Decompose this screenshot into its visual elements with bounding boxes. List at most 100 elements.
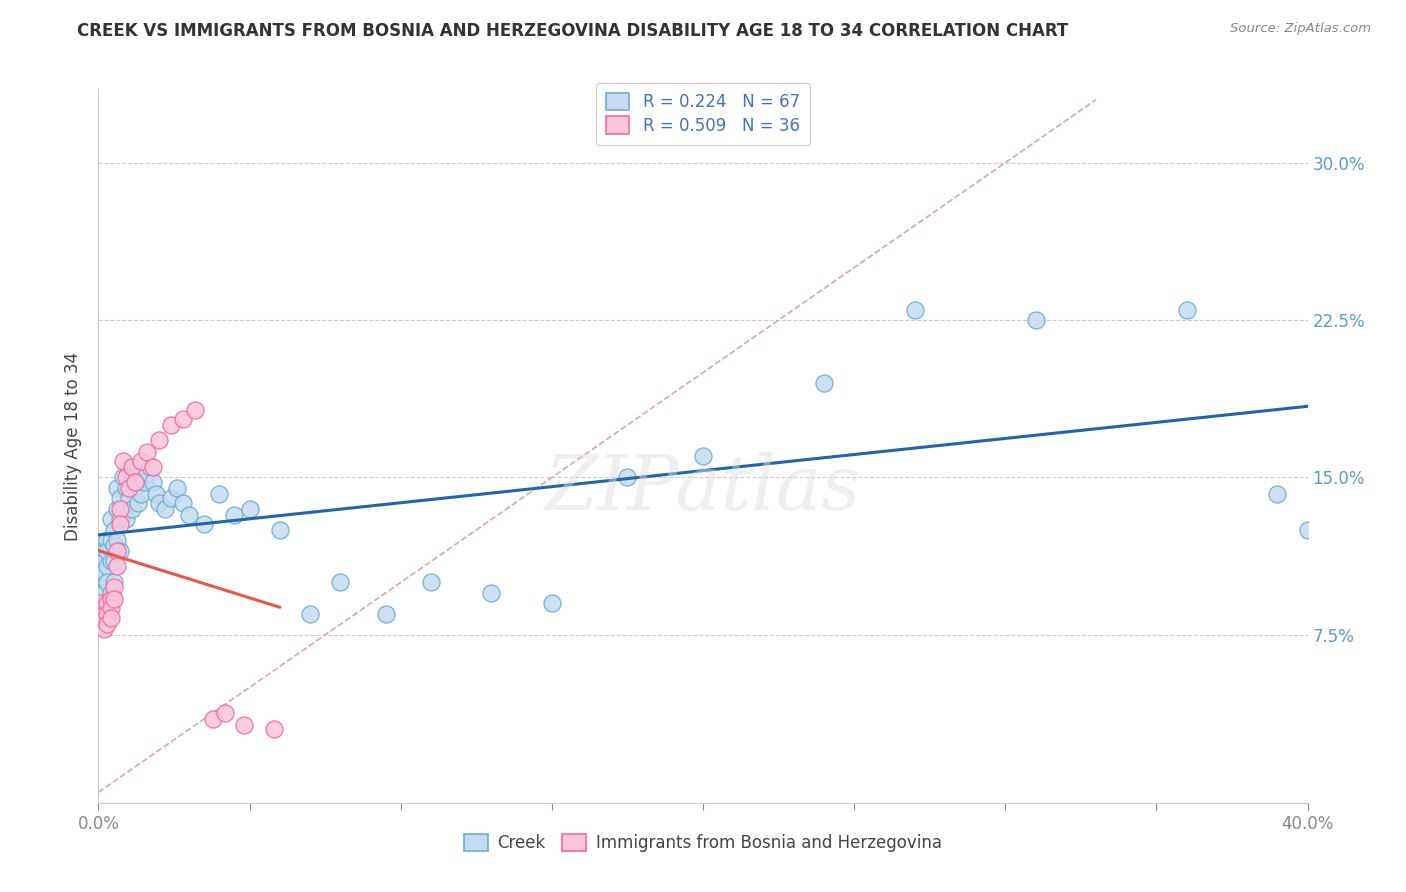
Point — [202, 712, 225, 726]
Point — [172, 496, 194, 510]
Point — [224, 508, 246, 523]
Text: CREEK VS IMMIGRANTS FROM BOSNIA AND HERZEGOVINA DISABILITY AGE 18 TO 34 CORRELAT: CREEK VS IMMIGRANTS FROM BOSNIA AND HERZ… — [77, 22, 1069, 40]
Point — [1175, 302, 1198, 317]
Point — [127, 496, 149, 510]
Point — [90, 596, 112, 610]
Point — [481, 586, 503, 600]
Legend: Creek, Immigrants from Bosnia and Herzegovina: Creek, Immigrants from Bosnia and Herzeg… — [457, 827, 949, 859]
Point — [232, 718, 254, 732]
Point — [96, 617, 118, 632]
Point — [93, 586, 115, 600]
Point — [96, 596, 118, 610]
Point — [90, 607, 112, 621]
Point — [160, 491, 183, 506]
Point — [114, 512, 136, 526]
Point — [108, 512, 131, 526]
Text: Source: ZipAtlas.com: Source: ZipAtlas.com — [1230, 22, 1371, 36]
Point — [132, 475, 155, 489]
Point — [142, 475, 165, 489]
Point — [100, 600, 122, 615]
Point — [90, 544, 112, 558]
Point — [239, 502, 262, 516]
Point — [93, 554, 115, 568]
Point — [1296, 523, 1319, 537]
Point — [93, 600, 115, 615]
Point — [90, 565, 112, 579]
Point — [135, 467, 157, 481]
Point — [124, 475, 146, 489]
Point — [135, 445, 157, 459]
Point — [103, 575, 125, 590]
Point — [1024, 313, 1046, 327]
Point — [93, 544, 115, 558]
Point — [153, 502, 176, 516]
Point — [108, 544, 131, 558]
Y-axis label: Disability Age 18 to 34: Disability Age 18 to 34 — [65, 351, 83, 541]
Point — [93, 613, 115, 627]
Point — [114, 470, 136, 484]
Point — [172, 411, 194, 425]
Point — [100, 554, 122, 568]
Point — [103, 538, 125, 552]
Point — [96, 544, 118, 558]
Point — [100, 512, 122, 526]
Point — [1267, 487, 1289, 501]
Point — [90, 600, 112, 615]
Point — [96, 533, 118, 548]
Point — [96, 607, 118, 621]
Point — [103, 592, 125, 607]
Point — [148, 433, 170, 447]
Point — [299, 607, 322, 621]
Point — [96, 596, 118, 610]
Point — [121, 502, 143, 516]
Point — [166, 481, 188, 495]
Point — [105, 481, 128, 495]
Point — [108, 516, 131, 531]
Point — [263, 723, 285, 737]
Point — [100, 586, 122, 600]
Point — [114, 481, 136, 495]
Point — [96, 558, 118, 573]
Point — [105, 533, 128, 548]
Point — [121, 470, 143, 484]
Point — [105, 502, 128, 516]
Text: ZIPatlas: ZIPatlas — [544, 452, 862, 525]
Point — [214, 706, 236, 720]
Point — [105, 544, 128, 558]
Point — [193, 516, 215, 531]
Point — [111, 470, 134, 484]
Point — [118, 491, 141, 506]
Point — [103, 523, 125, 537]
Point — [93, 607, 115, 621]
Point — [148, 496, 170, 510]
Point — [269, 523, 291, 537]
Point — [129, 487, 152, 501]
Point — [329, 575, 352, 590]
Point — [420, 575, 443, 590]
Point — [184, 403, 207, 417]
Point — [540, 596, 562, 610]
Point — [111, 453, 134, 467]
Point — [105, 558, 128, 573]
Point — [124, 481, 146, 495]
Point — [142, 460, 165, 475]
Point — [118, 481, 141, 495]
Point — [108, 491, 131, 506]
Point — [813, 376, 835, 390]
Point — [121, 460, 143, 475]
Point — [100, 533, 122, 548]
Point — [692, 450, 714, 464]
Point — [374, 607, 396, 621]
Point — [179, 508, 201, 523]
Point — [93, 622, 115, 636]
Point — [100, 592, 122, 607]
Point — [90, 586, 112, 600]
Point — [160, 417, 183, 432]
Point — [145, 487, 167, 501]
Point — [100, 611, 122, 625]
Point — [111, 502, 134, 516]
Point — [96, 575, 118, 590]
Point — [93, 565, 115, 579]
Point — [108, 502, 131, 516]
Point — [616, 470, 638, 484]
